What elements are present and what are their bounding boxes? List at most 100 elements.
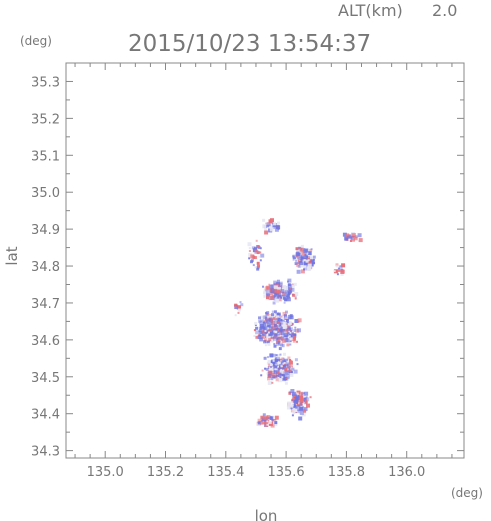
echo-cell [273,330,276,333]
echo-cell [289,315,294,320]
echo-cell [284,286,289,291]
echo-cell [263,327,268,332]
echo-cell [266,317,270,321]
echo-cell [285,330,289,334]
echo-cell [282,357,285,360]
echo-cell [303,268,305,271]
y-tick-label: 35.0 [31,186,60,201]
echo-cell [273,315,278,320]
echo-cell [258,330,261,333]
echo-cell [275,363,278,366]
echo-cell [335,263,339,267]
echo-cell [299,395,304,400]
y-tick-label: 35.1 [31,149,60,164]
echo-cell [303,261,308,266]
echo-cell [283,361,286,364]
echo-cell [340,272,344,276]
echo-cell [294,262,298,265]
echo-cell [357,233,362,238]
echo-cell [267,331,270,334]
echo-cell [278,320,282,325]
echo-cell [273,344,277,348]
echo-cell [284,371,289,376]
echo-cell [263,291,266,295]
echo-cell [274,364,278,368]
echo-cell [300,244,304,248]
echo-cell [303,263,308,268]
echo-cell [299,261,304,265]
echo-cell [292,255,295,258]
echo-cell [288,391,292,395]
echo-cell [274,331,277,333]
echo-cell [270,338,274,343]
echo-cell [272,361,276,365]
echo-cell [303,407,308,411]
echo-cell [278,294,282,298]
echo-cell [299,391,304,396]
echo-cell [276,321,280,324]
echo-cell [284,362,289,367]
echo-cell [300,258,305,263]
echo-cell [276,312,281,317]
echo-cell [256,245,260,249]
echo-cell [267,314,272,319]
echo-cell [272,301,276,305]
echo-cell [271,326,275,330]
echo-cell [278,347,282,351]
echo-cell [275,328,278,331]
echo-cell [266,372,269,375]
echo-cell [266,322,271,327]
echo-cell [281,374,285,378]
echo-cell [286,297,291,302]
y-tick-label: 35.3 [31,75,60,90]
echo-cell [292,333,297,338]
echo-cell [280,289,285,294]
echo-cell [277,366,279,369]
echo-cell [273,280,278,285]
echo-cell [280,365,283,368]
echo-cell [310,248,313,251]
echo-cell [296,249,301,254]
echo-cell [248,252,253,257]
echo-cell [307,263,312,268]
echo-cell [337,267,340,270]
echo-cell [293,329,297,332]
echo-cell [240,303,244,307]
echo-cell [257,335,262,340]
echo-cell [277,365,279,368]
echo-cell [269,330,272,333]
echo-cell [265,367,269,371]
echo-cell [237,308,241,312]
echo-cell [295,259,298,263]
echo-cell [274,325,279,330]
echo-cell [260,415,264,419]
echo-cell [266,361,270,365]
echo-cell [275,298,280,303]
echo-cell [256,261,260,265]
echo-cell [254,266,257,269]
echo-cell [270,363,273,366]
echo-cell [252,264,255,267]
echo-cell [289,373,294,377]
echo-cell [305,259,309,263]
echo-cell [282,338,287,343]
echo-cell [273,285,278,290]
echo-cell [304,255,307,258]
echo-cell [312,261,315,265]
echo-cell [279,329,283,333]
echo-cell [265,311,267,314]
echo-cell [269,329,273,333]
echo-cell [280,319,283,321]
echo-cell [286,405,291,410]
x-tick-label: 135.4 [207,465,244,480]
echo-cell [307,251,312,256]
echo-cell [292,254,297,259]
echo-cell [293,405,298,410]
echo-cell [260,319,264,323]
echo-cell [287,316,291,320]
echo-cell [272,337,275,340]
echo-cell [264,332,267,335]
echo-cell [289,370,292,373]
echo-cell [284,328,287,331]
echo-cell [282,296,286,300]
